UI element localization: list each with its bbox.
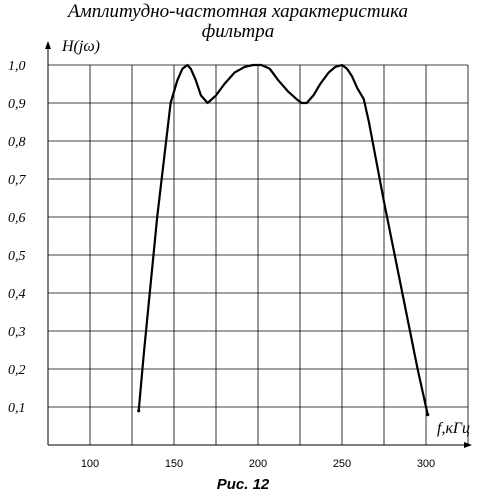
y-tick-label: 0,6 bbox=[8, 211, 26, 226]
x-axis-arrow bbox=[464, 442, 472, 448]
x-tick-label: 250 bbox=[333, 458, 351, 470]
series-endpoint bbox=[137, 409, 141, 413]
y-tick-label: 0,2 bbox=[8, 363, 26, 378]
y-tick-label: 0,1 bbox=[8, 401, 26, 416]
y-tick-label: 0,7 bbox=[8, 173, 27, 188]
y-tick-label: 0,3 bbox=[8, 325, 26, 340]
grid bbox=[47, 64, 469, 445]
x-tick-label: 100 bbox=[81, 458, 99, 470]
series-group bbox=[137, 63, 430, 417]
y-tick-label: 1,0 bbox=[8, 59, 26, 74]
chart-title-line1: Амплитудно-частотная характеристика bbox=[66, 1, 408, 22]
y-axis-arrow bbox=[45, 41, 51, 49]
y-tick-label: 0,9 bbox=[8, 97, 26, 112]
x-tick-label: 150 bbox=[165, 458, 183, 470]
x-tick-labels: 100 150 200 250 300 bbox=[81, 458, 435, 470]
y-tick-label: 0,5 bbox=[8, 249, 26, 264]
series-endpoint bbox=[426, 413, 430, 417]
y-tick-label: 0,8 bbox=[8, 135, 26, 150]
chart-title-line2: фильтра bbox=[202, 21, 274, 42]
x-tick-label: 300 bbox=[417, 458, 435, 470]
x-axis-label: f,кГц bbox=[437, 420, 470, 437]
y-axis-label: H(jω) bbox=[61, 38, 100, 55]
y-tick-label: 0,4 bbox=[8, 287, 26, 302]
axes bbox=[45, 41, 472, 448]
figure-caption: Рис. 12 bbox=[217, 476, 270, 493]
y-tick-labels: 0,1 0,2 0,3 0,4 0,5 0,6 0,7 0,8 0,9 1,0 bbox=[8, 59, 27, 416]
x-tick-label: 200 bbox=[249, 458, 267, 470]
series-line bbox=[137, 63, 429, 416]
